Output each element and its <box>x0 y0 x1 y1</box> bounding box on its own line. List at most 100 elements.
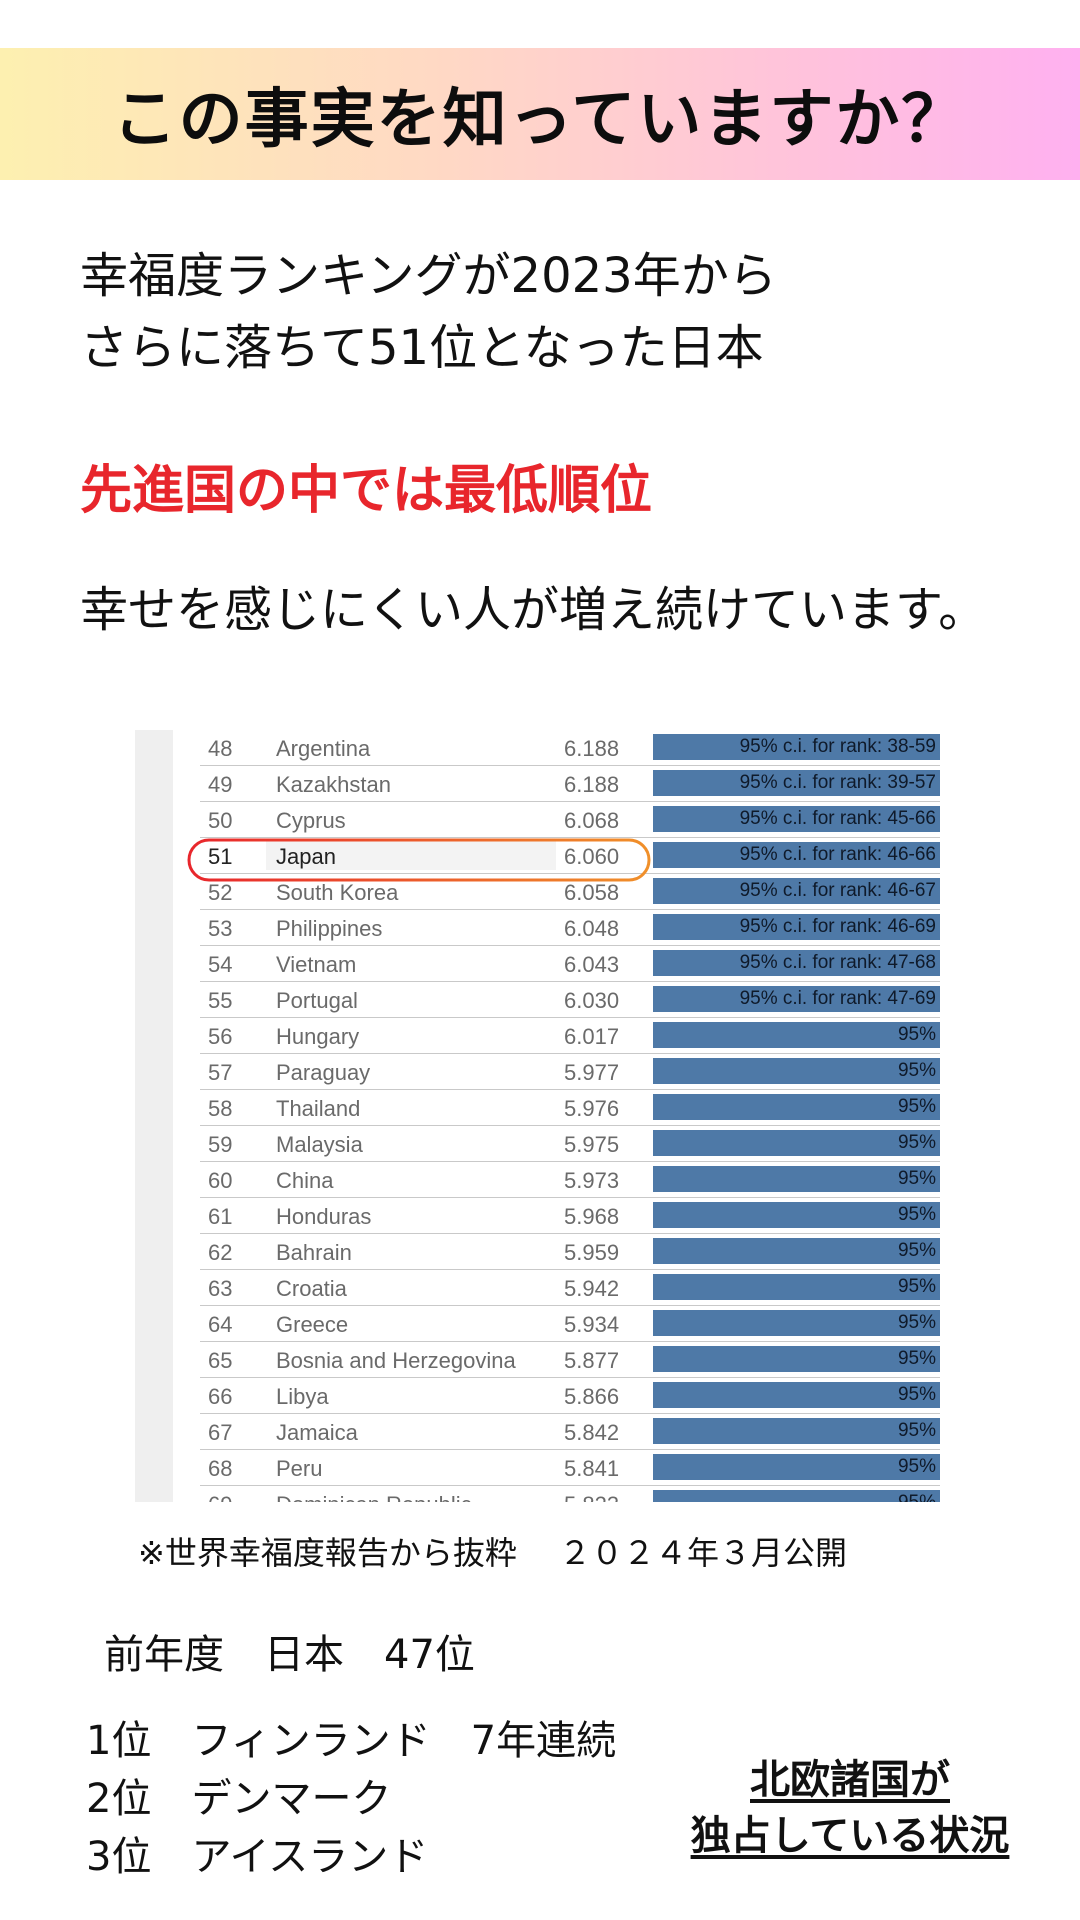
table-row: 63 Croatia 5.942 95% <box>200 1270 940 1306</box>
country-cell: South Korea <box>276 880 399 905</box>
score-cell: 5.942 <box>564 1276 620 1301</box>
rank-cell: 62 <box>208 1240 233 1265</box>
country-cell: Argentina <box>276 736 371 761</box>
table-row: 69 Dominican Republic 5.823 95% <box>200 1486 940 1502</box>
top3-item-2: 2位 デンマーク <box>86 1776 392 1822</box>
intro-line-1: 幸福度ランキングが2023年から <box>80 248 777 304</box>
rank-cell: 69 <box>208 1492 248 1502</box>
score-cell: 6.060 <box>564 844 620 869</box>
source-note: ※世界幸福度報告から抜粋 ２０２４年３月公開 <box>138 1534 847 1572</box>
country-cell: Cyprus <box>276 808 346 833</box>
ci-bar: 95% c.i. for rank: 46-66 <box>653 842 940 868</box>
score-cell: 6.043 <box>564 952 620 977</box>
country-cell: Kazakhstan <box>276 772 391 797</box>
table-row: 60 China 5.973 95% <box>200 1162 940 1198</box>
country-cell: Malaysia <box>276 1132 363 1157</box>
score-cell: 5.973 <box>564 1168 620 1193</box>
rank-cell: 49 <box>208 772 233 797</box>
table-rows: 48 Argentina 6.188 95% c.i. for rank: 38-59… <box>200 730 940 1502</box>
table-row: 54 Vietnam 6.043 95% c.i. for rank: 47-68 <box>200 946 940 982</box>
nordic-note-line-2: 独占している状況 <box>690 1813 1010 1859</box>
table-row: 68 Peru 5.841 95% <box>200 1450 940 1486</box>
table-row: 51 Japan 6.060 95% c.i. for rank: 46-66 <box>200 838 940 874</box>
score-cell: 5.841 <box>564 1456 620 1481</box>
table-row: 56 Hungary 6.017 95% <box>200 1018 940 1054</box>
table-row: 62 Bahrain 5.959 95% <box>200 1234 940 1270</box>
ci-bar: 95% <box>653 1130 940 1156</box>
country-cell: Greece <box>276 1312 349 1337</box>
highlight-cell-bg <box>266 840 556 870</box>
country-cell: Dominican Republic <box>276 1492 472 1502</box>
score-cell: 5.842 <box>564 1420 620 1445</box>
table-row: 57 Paraguay 5.977 95% <box>200 1054 940 1090</box>
rank-cell: 68 <box>208 1456 233 1481</box>
country-cell: Honduras <box>276 1204 372 1229</box>
ci-bar: 95% c.i. for rank: 47-68 <box>653 950 940 976</box>
score-cell: 5.975 <box>564 1132 620 1157</box>
rank-cell: 65 <box>208 1348 233 1373</box>
table-row: 50 Cyprus 6.068 95% c.i. for rank: 45-66 <box>200 802 940 838</box>
rank-cell: 48 <box>208 736 233 761</box>
score-cell: 6.048 <box>564 916 620 941</box>
nordic-note: 北欧諸国が 独占している状況 <box>680 1752 1020 1864</box>
ci-bar: 95% <box>653 1166 940 1192</box>
rank-cell: 50 <box>208 808 233 833</box>
nordic-note-line-1: 北欧諸国が <box>750 1757 950 1803</box>
country-cell: Philippines <box>276 916 383 941</box>
table-row: 52 South Korea 6.058 95% c.i. for rank: 46-… <box>200 874 940 910</box>
country-cell: Portugal <box>276 988 358 1013</box>
table-gutter <box>135 730 173 1502</box>
ci-bar: 95% c.i. for rank: 46-67 <box>653 878 940 904</box>
ranking-table: 48 Argentina 6.188 95% c.i. for rank: 38-59… <box>135 730 940 1502</box>
score-cell: 5.866 <box>564 1384 620 1409</box>
table-row: 65 Bosnia and Herzegovina 5.877 95% <box>200 1342 940 1378</box>
score-cell: 5.968 <box>564 1204 620 1229</box>
ci-bar: 95% <box>653 1058 940 1084</box>
top3-item-1: 1位 フィンランド 7年連続 <box>86 1718 617 1764</box>
top3-list: 1位 フィンランド 7年連続 2位 デンマーク 3位 アイスランド <box>86 1712 616 1886</box>
banner-title: この事実を知っていますか？ <box>112 83 968 157</box>
header-banner: この事実を知っていますか？ <box>0 48 1080 180</box>
country-cell: Libya <box>276 1384 329 1409</box>
table-row: 64 Greece 5.934 95% <box>200 1306 940 1342</box>
ci-bar: 95% <box>653 1274 940 1300</box>
rank-cell: 64 <box>208 1312 233 1337</box>
previous-year-rank: 前年度 日本 47位 <box>104 1632 475 1678</box>
ci-bar: 95% c.i. for rank: 47-69 <box>653 986 940 1012</box>
ci-bar: 95% <box>653 1346 940 1372</box>
score-cell: 6.058 <box>564 880 620 905</box>
highlight-text: 先進国の中では最低順位 <box>80 461 653 521</box>
rank-cell: 54 <box>208 952 233 977</box>
ci-bar: 95% c.i. for rank: 39-57 <box>653 770 940 796</box>
rank-cell: 66 <box>208 1384 233 1409</box>
table-row: 58 Thailand 5.976 95% <box>200 1090 940 1126</box>
rank-cell: 52 <box>208 880 233 905</box>
country-cell: Paraguay <box>276 1060 371 1085</box>
top3-item-3: 3位 アイスランド <box>86 1834 429 1880</box>
table-row: 67 Jamaica 5.842 95% <box>200 1414 940 1450</box>
intro-text: 幸福度ランキングが2023年から さらに落ちて51位となった日本 <box>80 240 777 384</box>
rank-cell: 63 <box>208 1276 233 1301</box>
rank-cell: 58 <box>208 1096 233 1121</box>
country-cell: Japan <box>276 844 336 869</box>
ci-bar: 95% <box>653 1310 940 1336</box>
rank-cell: 61 <box>208 1204 233 1229</box>
ci-bar: 95% <box>653 1022 940 1048</box>
score-cell: 6.188 <box>564 736 620 761</box>
ci-bar: 95% c.i. for rank: 46-69 <box>653 914 940 940</box>
country-cell: China <box>276 1168 334 1193</box>
score-cell: 6.068 <box>564 808 620 833</box>
rank-cell: 55 <box>208 988 233 1013</box>
score-cell: 5.976 <box>564 1096 620 1121</box>
table-row: 48 Argentina 6.188 95% c.i. for rank: 38-59 <box>200 730 940 766</box>
table-row: 49 Kazakhstan 6.188 95% c.i. for rank: 39-5… <box>200 766 940 802</box>
intro-line-2: さらに落ちて51位となった日本 <box>80 320 764 376</box>
ci-bar: 95% <box>653 1094 940 1120</box>
score-cell: 5.934 <box>564 1312 620 1337</box>
ci-bar: 95% <box>653 1454 940 1480</box>
country-cell: Hungary <box>276 1024 360 1049</box>
ci-bar: 95% <box>653 1418 940 1444</box>
score-cell: 6.188 <box>564 772 620 797</box>
ci-bar: 95% <box>653 1238 940 1264</box>
table-row: 53 Philippines 6.048 95% c.i. for rank: 46-… <box>200 910 940 946</box>
